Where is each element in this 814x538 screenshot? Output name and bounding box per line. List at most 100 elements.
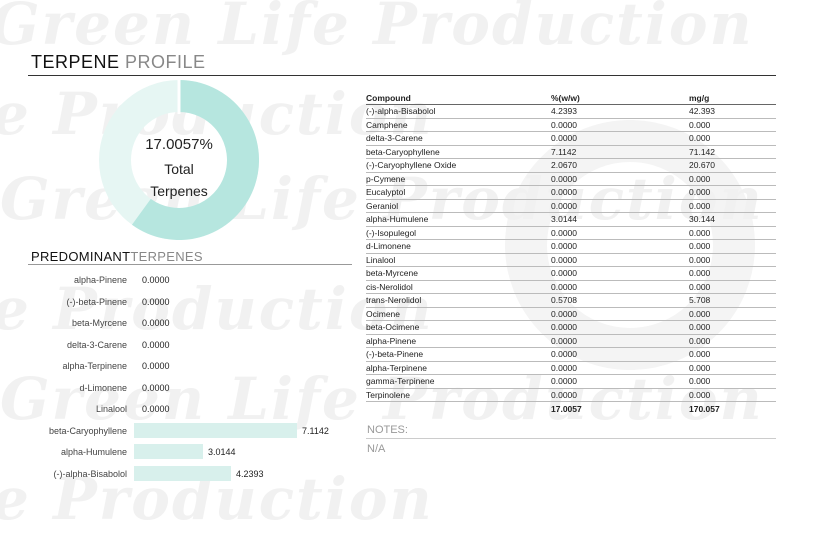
predominant-name: beta-Caryophyllene xyxy=(48,425,127,436)
percent-cell: 0.0000 xyxy=(551,320,689,335)
mg-per-g-cell: 0.000 xyxy=(689,131,776,146)
mg-per-g-cell: 0.000 xyxy=(689,266,776,281)
compound-cell: beta-Myrcene xyxy=(366,266,551,281)
mg-per-g-cell: 0.000 xyxy=(689,239,776,254)
percent-cell: 0.0000 xyxy=(551,374,689,389)
predominant-name: (-)-alpha-Bisabolol xyxy=(53,468,127,479)
predominant-value: 4.2393 xyxy=(236,468,264,479)
mg-per-g-cell: 0.000 xyxy=(689,253,776,267)
compound-cell: alpha-Terpinene xyxy=(366,361,551,375)
percent-cell: 0.0000 xyxy=(551,307,689,321)
table-row: Linalool 0.0000 0.000 xyxy=(366,253,776,267)
predominant-name: d-Limonene xyxy=(79,382,127,393)
total-label: Total xyxy=(164,161,194,177)
compound-cell: delta-3-Carene xyxy=(366,131,551,146)
predominant-terpenes-title: PREDOMINANTTERPENES xyxy=(31,249,203,264)
mg-per-g-cell: 71.142 xyxy=(689,145,776,159)
mg-per-g-cell: 42.393 xyxy=(689,104,776,119)
mg-per-g-cell: 0.000 xyxy=(689,199,776,213)
compound-cell: alpha-Humulene xyxy=(366,212,551,227)
percent-cell: 4.2393 xyxy=(551,104,689,119)
total-terpenes-donut: 17.0057% Total Terpenes xyxy=(99,80,259,240)
table-row: gamma-Terpinene 0.0000 0.000 xyxy=(366,374,776,389)
compound-cell: (-)-Isopulegol xyxy=(366,226,551,240)
table-row: Geraniol 0.0000 0.000 xyxy=(366,199,776,213)
compound-cell: Camphene xyxy=(366,118,551,132)
compound-cell: Linalool xyxy=(366,253,551,267)
table-row: beta-Ocimene 0.0000 0.000 xyxy=(366,320,776,335)
total-percent-cell: 17.0057 xyxy=(551,404,582,414)
table-row: Camphene 0.0000 0.000 xyxy=(366,118,776,132)
mg-per-g-cell: 0.000 xyxy=(689,361,776,375)
compound-cell: Terpinolene xyxy=(366,388,551,402)
column-header-percent: %(w/w) xyxy=(551,93,689,105)
column-header-compound: Compound xyxy=(366,93,551,105)
predominant-name: delta-3-Carene xyxy=(66,339,127,350)
predominant-value: 0.0000 xyxy=(142,296,170,307)
table-row: Eucalyptol 0.0000 0.000 xyxy=(366,185,776,200)
percent-cell: 0.5708 xyxy=(551,293,689,308)
predominant-divider xyxy=(28,264,352,265)
table-row: cis-Nerolidol 0.0000 0.000 xyxy=(366,280,776,294)
percent-cell: 0.0000 xyxy=(551,347,689,362)
page-title-light: PROFILE xyxy=(125,52,206,72)
table-row: delta-3-Carene 0.0000 0.000 xyxy=(366,131,776,146)
notes-divider xyxy=(366,438,776,439)
mg-per-g-cell: 0.000 xyxy=(689,347,776,362)
terpene-results-table: Compound %(w/w) mg/g (-)-alpha-Bisabolol… xyxy=(366,93,776,416)
mg-per-g-cell: 0.000 xyxy=(689,334,776,348)
predominant-value: 0.0000 xyxy=(142,339,170,350)
table-row: beta-Caryophyllene 7.1142 71.142 xyxy=(366,145,776,159)
compound-cell: Eucalyptol xyxy=(366,185,551,200)
predominant-name: Linalool xyxy=(95,404,127,414)
percent-cell: 3.0144 xyxy=(551,212,689,227)
predominant-name: (-)-beta-Pinene xyxy=(66,296,127,307)
percent-cell: 0.0000 xyxy=(551,199,689,213)
compound-cell: gamma-Terpinene xyxy=(366,374,551,389)
table-row: alpha-Pinene 0.0000 0.000 xyxy=(366,334,776,348)
table-total-row: 17.0057 170.057 xyxy=(366,402,776,417)
predominant-bar xyxy=(134,465,231,481)
predominant-bar xyxy=(134,444,203,459)
mg-per-g-cell: 0.000 xyxy=(689,172,776,186)
percent-cell: 0.0000 xyxy=(551,334,689,348)
predominant-title-bold: PREDOMINANT xyxy=(31,249,131,264)
mg-per-g-cell: 5.708 xyxy=(689,293,776,308)
mg-per-g-cell: 0.000 xyxy=(689,307,776,321)
table-header-row: Compound %(w/w) mg/g xyxy=(366,93,776,105)
predominant-name: alpha-Humulene xyxy=(60,447,127,457)
mg-per-g-cell: 30.144 xyxy=(689,212,776,227)
page-title: TERPENE PROFILE xyxy=(31,52,206,73)
compound-cell: (-)-Caryophyllene Oxide xyxy=(366,158,551,173)
predominant-value: 0.0000 xyxy=(142,382,170,393)
mg-per-g-cell: 0.000 xyxy=(689,280,776,294)
compound-cell: (-)-alpha-Bisabolol xyxy=(366,104,551,119)
mg-per-g-cell: 0.000 xyxy=(689,118,776,132)
percent-cell: 0.0000 xyxy=(551,388,689,402)
table-row: alpha-Humulene 3.0144 30.144 xyxy=(366,212,776,227)
predominant-title-light: TERPENES xyxy=(130,249,203,264)
mg-per-g-cell: 20.670 xyxy=(689,158,776,173)
page-title-bold: TERPENE xyxy=(31,52,120,72)
table-row: beta-Myrcene 0.0000 0.000 xyxy=(366,266,776,281)
table-row: d-Limonene 0.0000 0.000 xyxy=(366,239,776,254)
percent-cell: 2.0670 xyxy=(551,158,689,173)
predominant-value: 0.0000 xyxy=(142,275,170,285)
title-divider xyxy=(28,75,776,76)
percent-cell: 0.0000 xyxy=(551,226,689,240)
percent-cell: 0.0000 xyxy=(551,239,689,254)
notes-value: N/A xyxy=(367,443,386,455)
mg-per-g-cell: 0.000 xyxy=(689,226,776,240)
watermark-text: Green Life Production xyxy=(0,0,754,58)
total-mg-per-g-cell: 170.057 xyxy=(689,404,720,414)
donut-center: 17.0057% Total Terpenes xyxy=(99,80,259,240)
total-terpenes-value: 17.0057% xyxy=(145,136,213,153)
predominant-value: 7.1142 xyxy=(302,425,329,436)
donut-fill-arc xyxy=(132,80,259,240)
predominant-bar xyxy=(134,422,297,438)
notes-label: NOTES: xyxy=(367,424,408,436)
compound-cell: (-)-beta-Pinene xyxy=(366,347,551,362)
percent-cell: 0.0000 xyxy=(551,172,689,186)
column-header-mg-per-g: mg/g xyxy=(689,93,776,105)
percent-cell: 7.1142 xyxy=(551,145,689,159)
